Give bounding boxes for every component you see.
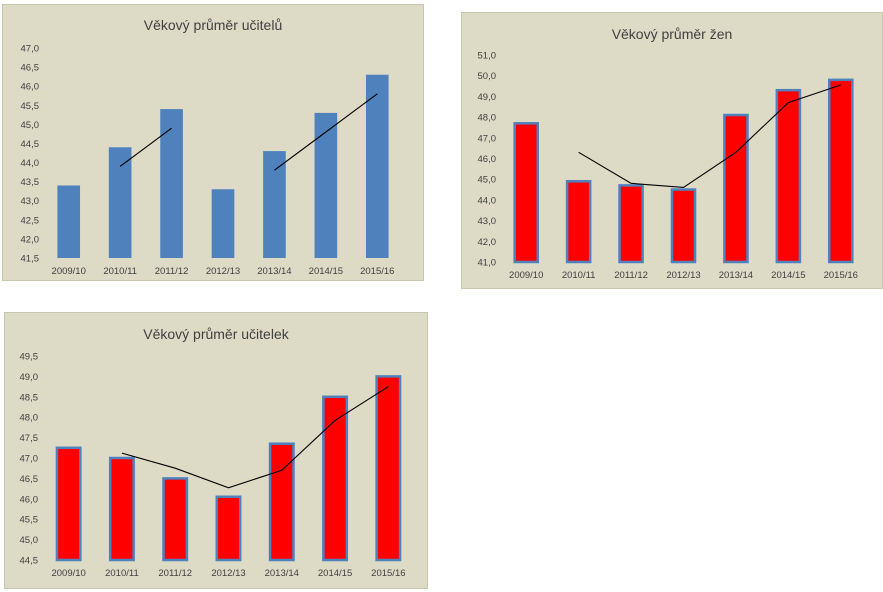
- bar-2013-14: [723, 113, 749, 264]
- x-tick-label: 2010/11: [103, 266, 137, 277]
- y-tick-label: 47,0: [20, 454, 39, 465]
- x-tick-label: 2010/11: [562, 270, 596, 281]
- chart-panel-female-teachers: Věkový průměr učitelek 44,5 45,0 45,5 46,0 4…: [4, 312, 428, 589]
- x-tick-label: 2013/14: [257, 266, 291, 277]
- x-tick-label: 2014/15: [771, 270, 805, 281]
- chart-title: Věkový průměr učitelek: [143, 326, 289, 342]
- x-tick-label: 2012/13: [666, 270, 700, 281]
- bar-2009-10: [57, 185, 81, 258]
- bar-2010-11: [108, 456, 135, 562]
- bar-2012-13: [670, 188, 697, 264]
- chart-panel-teachers: Věkový průměr učitelů 41,5 42,0 42,5 43,0 43…: [2, 4, 424, 281]
- chart-svg-female-teachers: 44,5 45,0 45,5 46,0 46,5 47,0 47,5 48,0 48,5 49,0…: [20, 352, 406, 580]
- bar-2010-11: [565, 180, 592, 264]
- y-tick-label: 45,0: [21, 120, 40, 131]
- bar-2011-12: [162, 477, 189, 562]
- y-tick-label: 44,5: [20, 556, 39, 567]
- x-tick-label: 2015/16: [371, 568, 405, 579]
- y-tick-label: 49,0: [20, 372, 39, 383]
- x-tick-label: 2012/13: [211, 568, 245, 579]
- x-tick-label: 2011/12: [158, 568, 192, 579]
- bar-2011-12: [160, 109, 183, 258]
- y-tick-label: 41,0: [478, 258, 497, 269]
- y-tick-label: 47,0: [21, 44, 40, 55]
- trend-line: [274, 93, 378, 171]
- x-tick-label: 2011/12: [614, 270, 648, 281]
- x-tick-label: 2013/14: [265, 568, 299, 579]
- y-tick-label: 45,0: [20, 535, 39, 546]
- chart-panel-women: Věkový průměr žen 41,0 42,0 43,0 44,0 45,0 46…: [461, 12, 883, 289]
- y-tick-label: 48,0: [20, 413, 39, 424]
- y-tick-label: 46,5: [21, 63, 40, 74]
- bar-2014-15: [775, 88, 802, 264]
- y-tick-label: 41,5: [21, 254, 40, 265]
- y-tick-label: 45,0: [478, 175, 497, 186]
- y-tick-label: 45,5: [20, 515, 39, 526]
- y-tick-label: 48,0: [478, 113, 497, 124]
- y-tick-label: 43,0: [21, 196, 40, 207]
- y-tick-label: 46,0: [21, 82, 40, 93]
- y-tick-label: 46,5: [20, 474, 39, 485]
- x-tick-label: 2015/16: [824, 270, 858, 281]
- y-tick-label: 42,0: [478, 237, 497, 248]
- bar-2015-16: [828, 78, 854, 264]
- bar-2009-10: [55, 446, 82, 562]
- x-tick-label: 2012/13: [206, 266, 240, 277]
- x-tick-label: 2014/15: [309, 266, 343, 277]
- bar-2013-14: [268, 442, 295, 562]
- x-tick-label: 2011/12: [155, 266, 189, 277]
- y-tick-label: 46,0: [20, 494, 39, 505]
- x-tick-label: 2013/14: [719, 270, 753, 281]
- y-tick-label: 42,0: [21, 234, 40, 245]
- bar-2012-13: [215, 495, 242, 562]
- y-tick-label: 42,5: [21, 215, 40, 226]
- x-tick-label: 2010/11: [105, 568, 139, 579]
- bar-2015-16: [365, 74, 389, 259]
- y-tick-label: 47,0: [478, 133, 497, 144]
- bar-2014-15: [314, 112, 338, 258]
- y-tick-label: 44,5: [21, 139, 40, 150]
- trend-line: [119, 127, 172, 167]
- bar-2010-11: [108, 147, 132, 258]
- bar-2015-16: [375, 375, 402, 562]
- y-tick-label: 50,0: [478, 71, 497, 82]
- x-tick-label: 2015/16: [360, 266, 394, 277]
- x-tick-label: 2009/10: [51, 568, 85, 579]
- bar-2011-12: [618, 184, 644, 264]
- y-tick-label: 43,5: [21, 177, 40, 188]
- y-tick-label: 49,0: [478, 92, 497, 103]
- trend-line: [578, 84, 841, 189]
- chart-svg-women: 41,0 42,0 43,0 44,0 45,0 46,0 47,0 48,0 49,0 50,0…: [478, 51, 858, 282]
- y-tick-label: 51,0: [478, 51, 497, 62]
- bar-2012-13: [211, 189, 235, 258]
- chart-title: Věkový průměr učitelů: [143, 17, 283, 33]
- x-tick-label: 2014/15: [318, 568, 352, 579]
- bar-2014-15: [322, 395, 349, 562]
- chart-title: Věkový průměr žen: [611, 26, 733, 42]
- y-tick-label: 43,0: [478, 216, 497, 227]
- y-tick-label: 45,5: [21, 101, 40, 112]
- bar-2009-10: [513, 122, 539, 264]
- y-tick-label: 44,0: [478, 195, 497, 206]
- y-tick-label: 46,0: [478, 154, 497, 165]
- chart-svg-teachers: 41,5 42,0 42,5 43,0 43,5 44,0 44,5 45,0 45,5 46,0…: [21, 44, 395, 278]
- x-tick-label: 2009/10: [509, 270, 543, 281]
- y-tick-label: 44,0: [21, 158, 40, 169]
- trend-line: [121, 386, 389, 489]
- x-tick-label: 2009/10: [52, 266, 86, 277]
- bar-2013-14: [263, 151, 286, 258]
- y-tick-label: 49,5: [20, 352, 39, 363]
- y-tick-label: 48,5: [20, 392, 39, 403]
- y-tick-label: 47,5: [20, 433, 39, 444]
